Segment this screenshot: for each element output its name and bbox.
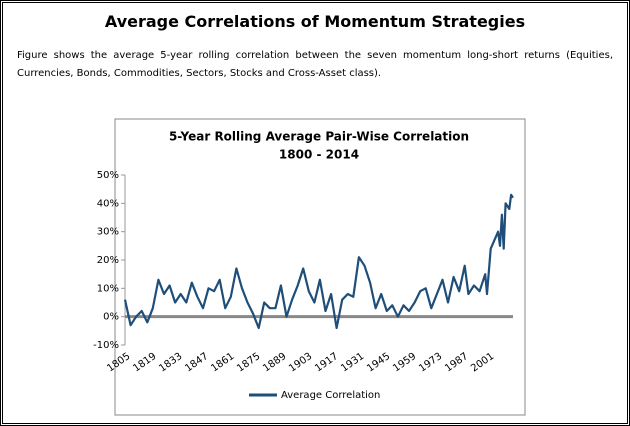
chart: 5-Year Rolling Average Pair-Wise Correla… <box>93 118 526 416</box>
y-tick-label: 40% <box>97 198 119 209</box>
y-tick-label: 20% <box>97 255 119 266</box>
y-tick-label: 10% <box>97 283 119 294</box>
y-tick-label: -10% <box>93 340 119 351</box>
chart-frame <box>114 118 526 416</box>
y-tick-label: 50% <box>97 170 119 181</box>
y-tick-label: 0% <box>103 312 119 323</box>
chart-title: 5-Year Rolling Average Pair-Wise Correla… <box>169 130 469 144</box>
description: Figure shows the average 5-year rolling … <box>17 50 613 79</box>
y-tick-label: 30% <box>97 227 119 238</box>
series-line <box>123 193 514 330</box>
legend-label: Average Correlation <box>281 390 380 401</box>
chart-subtitle: 1800 - 2014 <box>279 148 359 162</box>
page-title: Average Correlations of Momentum Strateg… <box>104 12 526 31</box>
